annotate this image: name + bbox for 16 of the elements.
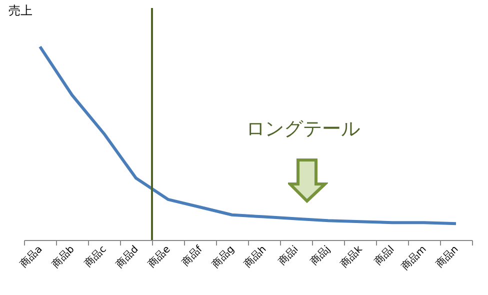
x-tick-label: 商品f [180, 242, 206, 268]
x-tick-label: 商品c [82, 243, 109, 270]
x-tick-label: 商品j [308, 243, 333, 268]
annotation: ロングテール [246, 117, 360, 142]
x-tick-label: 商品a [18, 243, 45, 270]
x-tick-label: 商品m [399, 243, 429, 273]
y-axis-title: 売上 [8, 4, 32, 18]
x-tick-label: 商品d [114, 243, 141, 270]
x-tick-label: 商品g [210, 243, 237, 270]
x-tick-label: 商品h [242, 243, 269, 270]
x-tick-label: 商品i [276, 243, 301, 268]
x-tick-label: 商品b [50, 243, 77, 270]
x-tick-label: 商品l [372, 243, 397, 268]
x-tick-label: 商品k [338, 243, 365, 270]
x-tick-label: 商品e [146, 243, 173, 270]
x-tick-label: 商品n [434, 243, 461, 270]
